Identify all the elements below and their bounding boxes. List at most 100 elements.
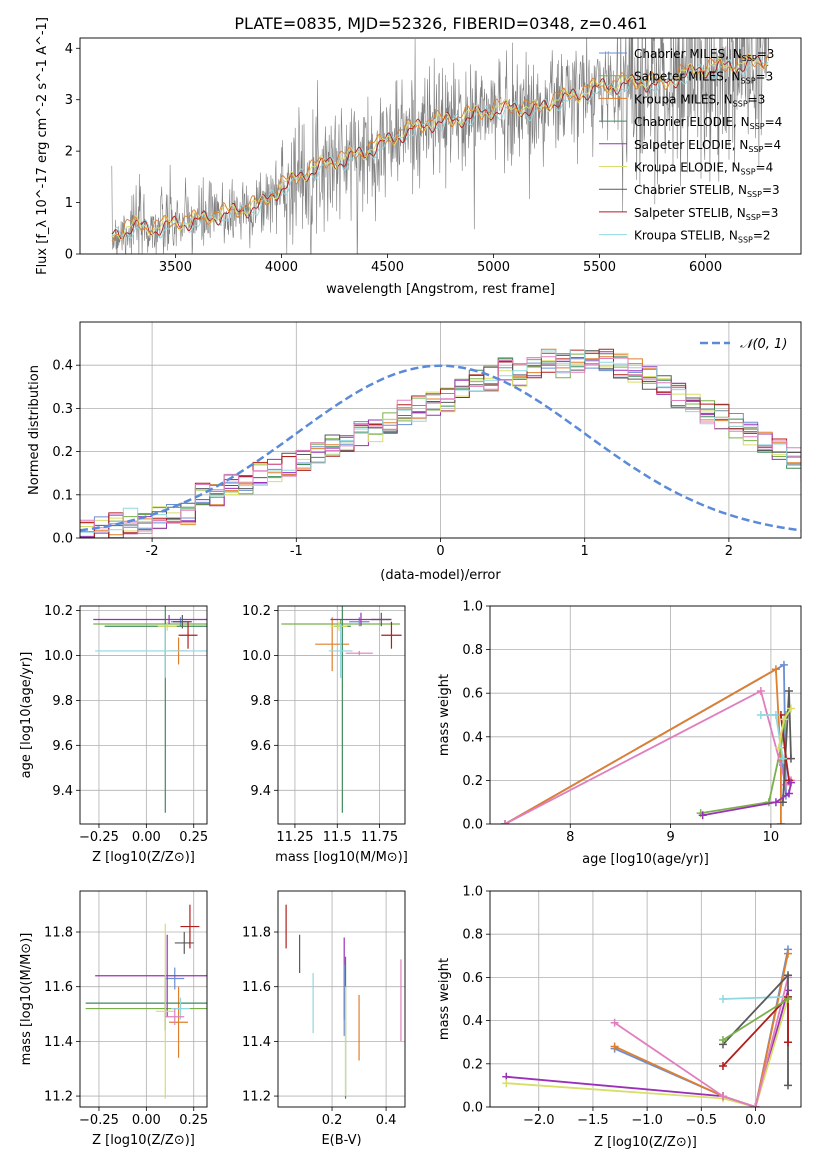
x-tick-label: 0.2: [322, 1113, 343, 1128]
y-tick-label: 10.0: [242, 649, 271, 664]
y-tick-label: 0.4: [462, 1014, 483, 1029]
residuals-plot-area: [80, 348, 801, 538]
legend-label: Chabrier STELIB, NSSP=3: [634, 183, 780, 199]
x-tick-label: 9: [666, 830, 674, 845]
figure-title: PLATE=0835, MJD=52326, FIBERID=0348, z=0…: [234, 14, 647, 33]
y-tick-label: 3: [65, 93, 73, 108]
weight-line: [702, 782, 792, 817]
x-tick-label: 0.00: [132, 1113, 161, 1128]
y-tick-label: 11.6: [44, 980, 73, 995]
plus-marker: [718, 995, 727, 1003]
plus-marker: [776, 820, 785, 824]
y-tick-label: 10.2: [44, 604, 73, 619]
x-tick-label: 3500: [159, 260, 192, 275]
plus-marker: [783, 949, 792, 958]
plus-marker: [771, 798, 780, 807]
x-axis-label: Z [log10(Z/Z⊙)]: [92, 1133, 195, 1148]
mass-vs-metallicity-panel: −0.25 0.00 0.25 11.2 11.4 11.6 11.8 Z [log10(Z/…: [19, 890, 208, 1148]
y-tick-label: 0.6: [462, 971, 483, 986]
model-spectrum-line: [111, 55, 769, 239]
weight-line: [614, 977, 789, 1107]
histogram-step: [80, 350, 801, 538]
y-tick-label: 9.6: [250, 739, 271, 754]
plus-marker: [779, 715, 788, 724]
plus-marker: [778, 798, 787, 807]
legend-label: Kroupa STELIB, NSSP=2: [634, 229, 771, 245]
y-tick-label: 11.8: [44, 926, 73, 941]
plus-marker: [783, 1038, 792, 1047]
legend-label: Salpeter MILES, NSSP=3: [634, 70, 773, 86]
y-tick-label: 10.2: [242, 604, 271, 619]
x-axis-label: E(B-V): [321, 1133, 361, 1148]
y-tick-label: 0.0: [52, 532, 73, 547]
y-axis-label: mass weight: [437, 674, 452, 756]
plus-marker: [756, 687, 765, 696]
y-axis-label: Flux [f_λ 10^-17 erg cm^-2 s^-1 A^-1]: [35, 17, 50, 275]
plus-marker: [610, 1042, 619, 1051]
y-axis-label: mass [log10(M/M⊙)]: [19, 933, 34, 1066]
x-tick-label: 4500: [371, 260, 404, 275]
axes-frame: [489, 890, 802, 1108]
y-tick-label: 11.8: [242, 926, 271, 941]
plus-marker: [774, 743, 783, 752]
y-tick-label: 9.4: [250, 784, 271, 799]
x-tick-label: −0.5: [686, 1113, 718, 1128]
mass-weight-vs-metallicity-panel: −2.0 −1.5 −1.0 −0.5 0.0 0.0 0.2 0.4 0.6 0.8 1.0 Z […: [437, 885, 802, 1150]
x-tick-label: 0.00: [132, 830, 161, 845]
x-axis-label: Z [log10(Z/Z⊙)]: [594, 1135, 697, 1150]
x-tick-label: 5500: [583, 260, 616, 275]
plus-marker: [783, 995, 792, 1003]
plus-marker: [610, 1018, 619, 1027]
spectrum-axes: 3500 4000 4500 5000 5500 6000 0 1 2 3 4 wavelength …: [35, 17, 802, 297]
y-tick-label: 1: [65, 196, 73, 211]
weight-line: [722, 998, 789, 1041]
y-tick-label: 0.4: [52, 359, 73, 374]
y-tick-label: 0.4: [462, 730, 483, 745]
y-tick-label: 0.3: [52, 402, 73, 417]
plus-marker: [751, 1103, 760, 1107]
x-tick-label: 1: [581, 544, 589, 559]
x-tick-label: −0.25: [79, 1113, 119, 1128]
plus-marker: [786, 704, 795, 713]
y-tick-label: 0.2: [462, 1057, 483, 1072]
plus-marker: [771, 665, 780, 674]
plus-marker: [771, 711, 780, 719]
weight-line: [700, 714, 787, 814]
plus-marker: [698, 811, 707, 820]
mass-vs-extinction-axes: 0.2 0.4 11.2 11.4 11.6 11.8 E(B-V): [242, 890, 406, 1148]
x-tick-label: 10: [763, 830, 780, 845]
x-tick-label: −0.25: [79, 830, 119, 845]
x-tick-label: 0.25: [179, 1113, 208, 1128]
mass-vs-extinction-panel: 0.2 0.4 11.2 11.4 11.6 11.8 E(B-V): [242, 890, 406, 1148]
legend-label: Kroupa MILES, NSSP=3: [634, 92, 765, 108]
weight-line: [506, 998, 789, 1107]
x-tick-label: 8: [566, 830, 574, 845]
x-tick-label: -2: [146, 544, 159, 559]
y-tick-label: 9.8: [52, 694, 73, 709]
age-vs-metallicity-plot-area: [93, 606, 207, 813]
x-tick-label: 0.4: [376, 1113, 397, 1128]
weight-line: [504, 667, 782, 824]
histogram-step: [80, 349, 801, 533]
mass-weight-vs-metallicity-axes: −2.0 −1.5 −1.0 −0.5 0.0 0.0 0.2 0.4 0.6 0.8 1.0 Z […: [437, 885, 802, 1150]
plus-marker: [502, 1079, 511, 1088]
model-spectrum-line: [111, 53, 769, 242]
y-tick-label: 0: [65, 248, 73, 263]
plus-marker: [786, 778, 795, 787]
axes-frame: [79, 605, 208, 825]
axes-frame: [79, 37, 802, 255]
y-tick-label: 0.0: [462, 818, 483, 833]
y-tick-label: 0.2: [52, 445, 73, 460]
legend-label: Chabrier MILES, NSSP=3: [634, 47, 774, 63]
plus-marker: [718, 1036, 727, 1045]
weight-line: [722, 995, 789, 1000]
y-tick-label: 1.0: [462, 600, 483, 615]
age-vs-mass-plot-area: [281, 606, 402, 813]
spectrum-plot-area: [111, 38, 770, 254]
y-axis-label: Normed distribution: [27, 365, 42, 495]
y-tick-label: 11.4: [242, 1035, 271, 1050]
x-tick-label: −1.0: [631, 1113, 663, 1128]
mass-weight-vs-age-panel: 8 9 10 0.0 0.2 0.4 0.6 0.8 1.0 age [log10(age/yr)…: [437, 600, 802, 867]
plus-marker: [756, 711, 765, 719]
